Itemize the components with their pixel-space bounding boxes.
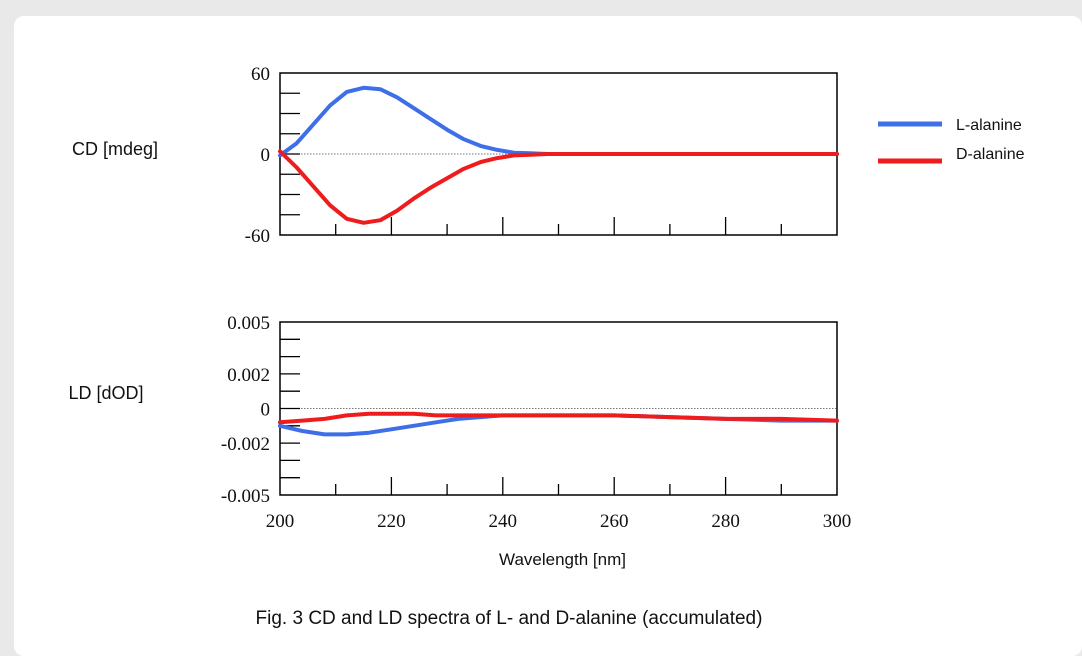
ld-y-tick-label: -0.002 bbox=[221, 434, 270, 455]
ld-y-tick-label: 0.002 bbox=[227, 365, 270, 386]
figure-card: CD [mdeg] 60 0 -60 LD [dOD] Wavelength [nm… bbox=[14, 16, 1082, 656]
legend: L-alanine D-alanine bbox=[878, 117, 1025, 164]
legend-label-l-alanine: L-alanine bbox=[956, 117, 1022, 134]
cd-y-tick-label: -60 bbox=[245, 226, 270, 247]
cd-y-tick-label: 0 bbox=[261, 145, 271, 166]
cd-panel: CD [mdeg] 60 0 -60 bbox=[72, 64, 839, 247]
x-tick-label: 220 bbox=[377, 511, 406, 532]
ld-y-tick-label: 0 bbox=[261, 400, 271, 421]
ld-plot-frame bbox=[279, 321, 838, 496]
ld-y-tick-label: -0.005 bbox=[221, 486, 270, 507]
ld-panel: LD [dOD] Wavelength [nm] 0.005 0.002 0 -0.0… bbox=[68, 313, 851, 569]
figure-caption: Fig. 3 CD and LD spectra of L- and D-ala… bbox=[256, 608, 763, 629]
cd-series-d-alanine bbox=[278, 149, 839, 225]
x-tick-label: 260 bbox=[600, 511, 629, 532]
x-tick-label: 280 bbox=[711, 511, 740, 532]
x-axis-label: Wavelength [nm] bbox=[499, 550, 626, 569]
ld-y-axis-label: LD [dOD] bbox=[68, 383, 143, 403]
cd-y-axis-label: CD [mdeg] bbox=[72, 139, 158, 159]
ld-series-d-alanine bbox=[278, 411, 839, 425]
x-tick-label: 240 bbox=[489, 511, 518, 532]
legend-label-d-alanine: D-alanine bbox=[956, 146, 1025, 163]
x-tick-label: 200 bbox=[266, 511, 295, 532]
spectra-figure: CD [mdeg] 60 0 -60 LD [dOD] Wavelength [nm… bbox=[68, 64, 1025, 629]
cd-y-tick-label: 60 bbox=[251, 64, 270, 85]
cd-series-l-alanine bbox=[278, 85, 839, 158]
x-tick-label: 300 bbox=[823, 511, 852, 532]
ld-y-tick-label: 0.005 bbox=[227, 313, 270, 334]
